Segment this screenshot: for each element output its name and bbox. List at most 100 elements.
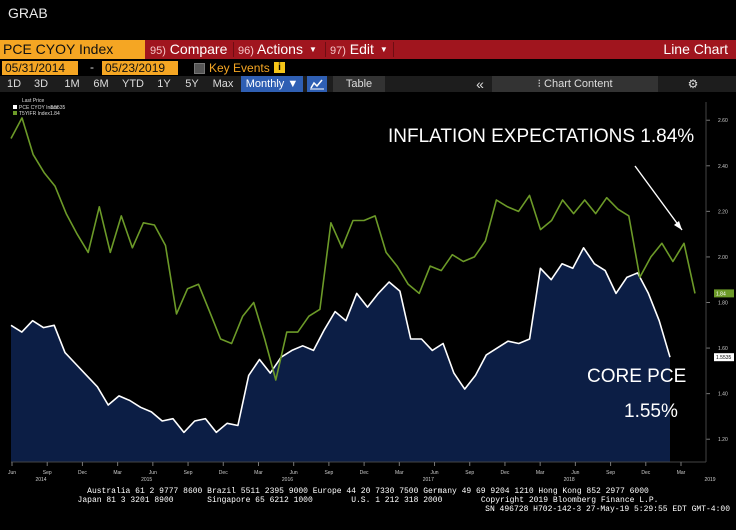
actions-menu[interactable]: 96) Actions ▼ [238, 40, 317, 59]
x-tick-label: Dec [500, 470, 509, 476]
x-tick-label: Sep [465, 470, 474, 476]
chart-content-icon: ⁝ [537, 78, 541, 90]
frequency-label: Monthly [245, 78, 285, 90]
annotation-arrow [634, 165, 683, 231]
footer-contacts-line1: Australia 61 2 9777 8600 Brazil 5511 239… [87, 487, 649, 496]
tsy-last-value-badge [714, 289, 734, 298]
core-pce-value-annotation: 1.55% [624, 401, 678, 422]
table-button[interactable]: Table [333, 76, 385, 92]
legend-value-tsy: 1.84 [50, 111, 60, 117]
x-tick-label: Dec [78, 470, 87, 476]
x-tick-label: Sep [606, 470, 615, 476]
tsy-last-value-label: 1.84 [716, 291, 726, 297]
x-tick-label: Mar [113, 470, 122, 476]
line-chart-icon[interactable] [307, 76, 327, 92]
x-tick-label: Dec [219, 470, 228, 476]
core-pce-annotation: CORE PCE [587, 366, 686, 387]
x-year-label: 2017 [423, 477, 434, 483]
legend-swatch-pce [13, 105, 17, 109]
gear-icon[interactable]: ⚙ [687, 77, 699, 91]
x-tick-label: Sep [324, 470, 333, 476]
edit-menu[interactable]: 97) Edit ▼ [330, 40, 388, 59]
y-axis: 2.60 2.40 2.20 2.00 1.80 1.60 1.40 1.20 1.5535 1.… [705, 102, 734, 462]
chart-content-label: Chart Content [544, 78, 613, 90]
compare-menu-label: Compare [169, 41, 228, 57]
period-max[interactable]: Max [212, 78, 234, 90]
x-tick-label: Jun [149, 470, 157, 476]
x-tick-label: Jun [571, 470, 579, 476]
legend-label-pce: PCE CYOY Index [19, 105, 59, 111]
x-year-label: 2016 [282, 477, 293, 483]
x-tick-label: Jun [290, 470, 298, 476]
period-5y[interactable]: 5Y [185, 78, 199, 90]
actions-menu-number: 96) [238, 45, 254, 57]
start-date-field[interactable]: 05/31/2014 [2, 61, 78, 75]
y-tick-label: 1.20 [718, 437, 728, 443]
toolbar-divider [325, 42, 326, 57]
x-year-label: 2014 [35, 477, 46, 483]
edit-menu-label: Edit [349, 41, 374, 57]
pce-last-value-badge [714, 353, 734, 362]
function-toolbar [0, 40, 736, 59]
period-1y[interactable]: 1Y [157, 78, 171, 90]
footer-contacts-line2: Japan 81 3 3201 8900 Singapore 65 6212 1… [77, 496, 659, 505]
x-tick-label: Sep [43, 470, 52, 476]
chart-canvas: 2.602.402.202.001.801.601.401.201.55351.… [8, 98, 734, 483]
y-tick-label: 2.40 [718, 164, 728, 170]
compare-menu[interactable]: 95) Compare [150, 40, 227, 59]
end-date-field[interactable]: 05/23/2019 [102, 61, 178, 75]
pce-series-line [10, 247, 671, 434]
pce-area-fill [11, 247, 670, 462]
chevron-down-icon: ▼ [287, 78, 299, 90]
legend-swatch-tsy [13, 111, 17, 115]
x-tick-label: Mar [677, 470, 686, 476]
info-icon[interactable]: i [274, 62, 285, 73]
period-1d[interactable]: 1D [6, 78, 22, 90]
x-tick-label: Jun [8, 470, 16, 476]
x-tick-label: Mar [395, 470, 404, 476]
toolbar-divider [233, 42, 234, 57]
y-tick-label: 2.20 [718, 209, 728, 215]
tsy-series-line [10, 117, 696, 381]
pce-area [11, 247, 670, 462]
period-1m[interactable]: 1M [64, 78, 80, 90]
x-year-label: 2015 [141, 477, 152, 483]
period-6m[interactable]: 6M [93, 78, 109, 90]
frequency-dropdown[interactable]: Monthly ▼ [241, 76, 303, 92]
x-tick-label: Dec [641, 470, 650, 476]
x-tick-label: Jun [430, 470, 438, 476]
period-3d[interactable]: 3D [33, 78, 49, 90]
y-tick-label: 1.60 [718, 346, 728, 352]
compare-menu-number: 95) [150, 45, 166, 57]
edit-menu-number: 97) [330, 45, 346, 57]
window-title: GRAB [8, 5, 48, 21]
x-tick-label: Mar [536, 470, 545, 476]
collapse-icon[interactable]: « [476, 76, 484, 92]
period-ytd[interactable]: YTD [122, 78, 144, 90]
pce-last-value-label: 1.5535 [716, 355, 732, 361]
legend-label-tsy: T5YIFR Index [19, 111, 50, 117]
y-tick-label: 1.40 [718, 392, 728, 398]
date-range-dash: - [90, 60, 94, 74]
actions-menu-label: Actions [257, 41, 303, 57]
x-year-label: 2018 [564, 477, 575, 483]
x-tick-label: Sep [184, 470, 193, 476]
y-tick-label: 2.00 [718, 255, 728, 261]
key-events-checkbox[interactable] [194, 63, 205, 74]
footer-timestamp: SN 496728 H702-142-3 27-May-19 5:29:55 E… [485, 505, 730, 514]
y-tick-label: 2.60 [718, 118, 728, 124]
chevron-down-icon: ▼ [379, 45, 388, 54]
toolbar-divider [393, 42, 394, 57]
x-year-label: 2019 [704, 477, 715, 483]
legend-value-pce: 1.5535 [50, 105, 66, 111]
series-lines [10, 117, 696, 434]
ticker-field[interactable]: PCE CYOY Index [0, 40, 145, 59]
key-events-label: Key Events [209, 61, 270, 75]
chart-type-label[interactable]: Line Chart [663, 41, 728, 57]
inflation-expectations-annotation: INFLATION EXPECTATIONS 1.84% [388, 126, 694, 147]
legend-title: Last Price [22, 98, 44, 104]
x-tick-label: Dec [360, 470, 369, 476]
chart-content-button[interactable]: ⁝ Chart Content [492, 76, 658, 92]
